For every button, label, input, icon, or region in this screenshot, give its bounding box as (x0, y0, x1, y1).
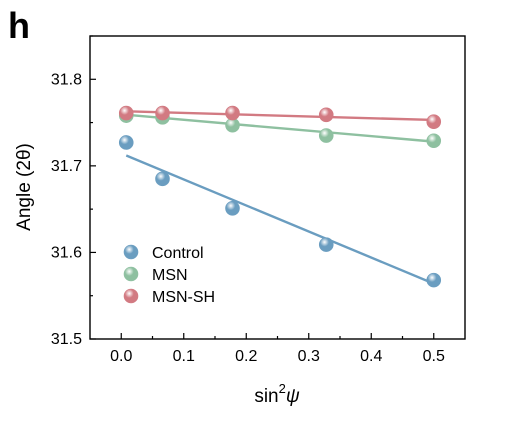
x-tick-label: 0.1 (173, 348, 195, 365)
point-msn-sh (118, 105, 134, 121)
point-control (318, 237, 334, 252)
point-msn (318, 128, 334, 143)
y-tick-label: 31.8 (51, 71, 82, 88)
fit-line-msn (126, 113, 434, 143)
legend-label-control: Control (152, 245, 204, 262)
point-control (225, 200, 240, 216)
x-tick-label: 0.0 (110, 348, 132, 365)
point-msn-sh (318, 107, 334, 123)
x-tick-label: 0.5 (423, 348, 445, 365)
legend: Control MSN MSN-SH (123, 244, 215, 306)
point-msn (426, 133, 442, 149)
point-control (426, 272, 442, 288)
x-axis-title-var: ψ (286, 386, 300, 407)
x-axis-title: sin2ψ (254, 381, 300, 407)
point-msn-sh (426, 114, 442, 130)
legend-label-msn: MSN (152, 267, 188, 284)
point-control (118, 135, 134, 150)
legend-label-msn-sh: MSN-SH (152, 289, 215, 306)
y-axis-ticks: 31.5 31.6 31.7 31.8 (51, 35, 96, 348)
x-axis-ticks: 0.0 0.1 0.2 0.3 0.4 0.5 (110, 333, 445, 365)
legend-marker-control (123, 244, 139, 260)
data-points (118, 105, 442, 288)
x-axis-title-base: sin (254, 386, 278, 407)
y-axis-title: Angle (2θ) (14, 143, 35, 231)
x-tick-label: 0.4 (360, 348, 382, 365)
y-tick-label: 31.5 (51, 331, 82, 348)
fit-line-msn-sh (126, 110, 434, 122)
point-control (155, 171, 170, 187)
fit-lines (125, 110, 435, 285)
y-tick-label: 31.7 (51, 158, 82, 175)
plot-frame (89, 35, 466, 340)
y-tick-label: 31.6 (51, 244, 82, 261)
fit-line-control (125, 154, 435, 285)
panel-label: h (8, 5, 30, 46)
point-msn-sh (225, 105, 240, 121)
legend-marker-msn (123, 266, 139, 282)
legend-marker-msn-sh (123, 288, 139, 304)
point-msn-sh (155, 105, 170, 121)
x-tick-label: 0.2 (235, 348, 257, 365)
x-axis-title-sup: 2 (279, 381, 286, 396)
x-tick-label: 0.3 (298, 348, 320, 365)
